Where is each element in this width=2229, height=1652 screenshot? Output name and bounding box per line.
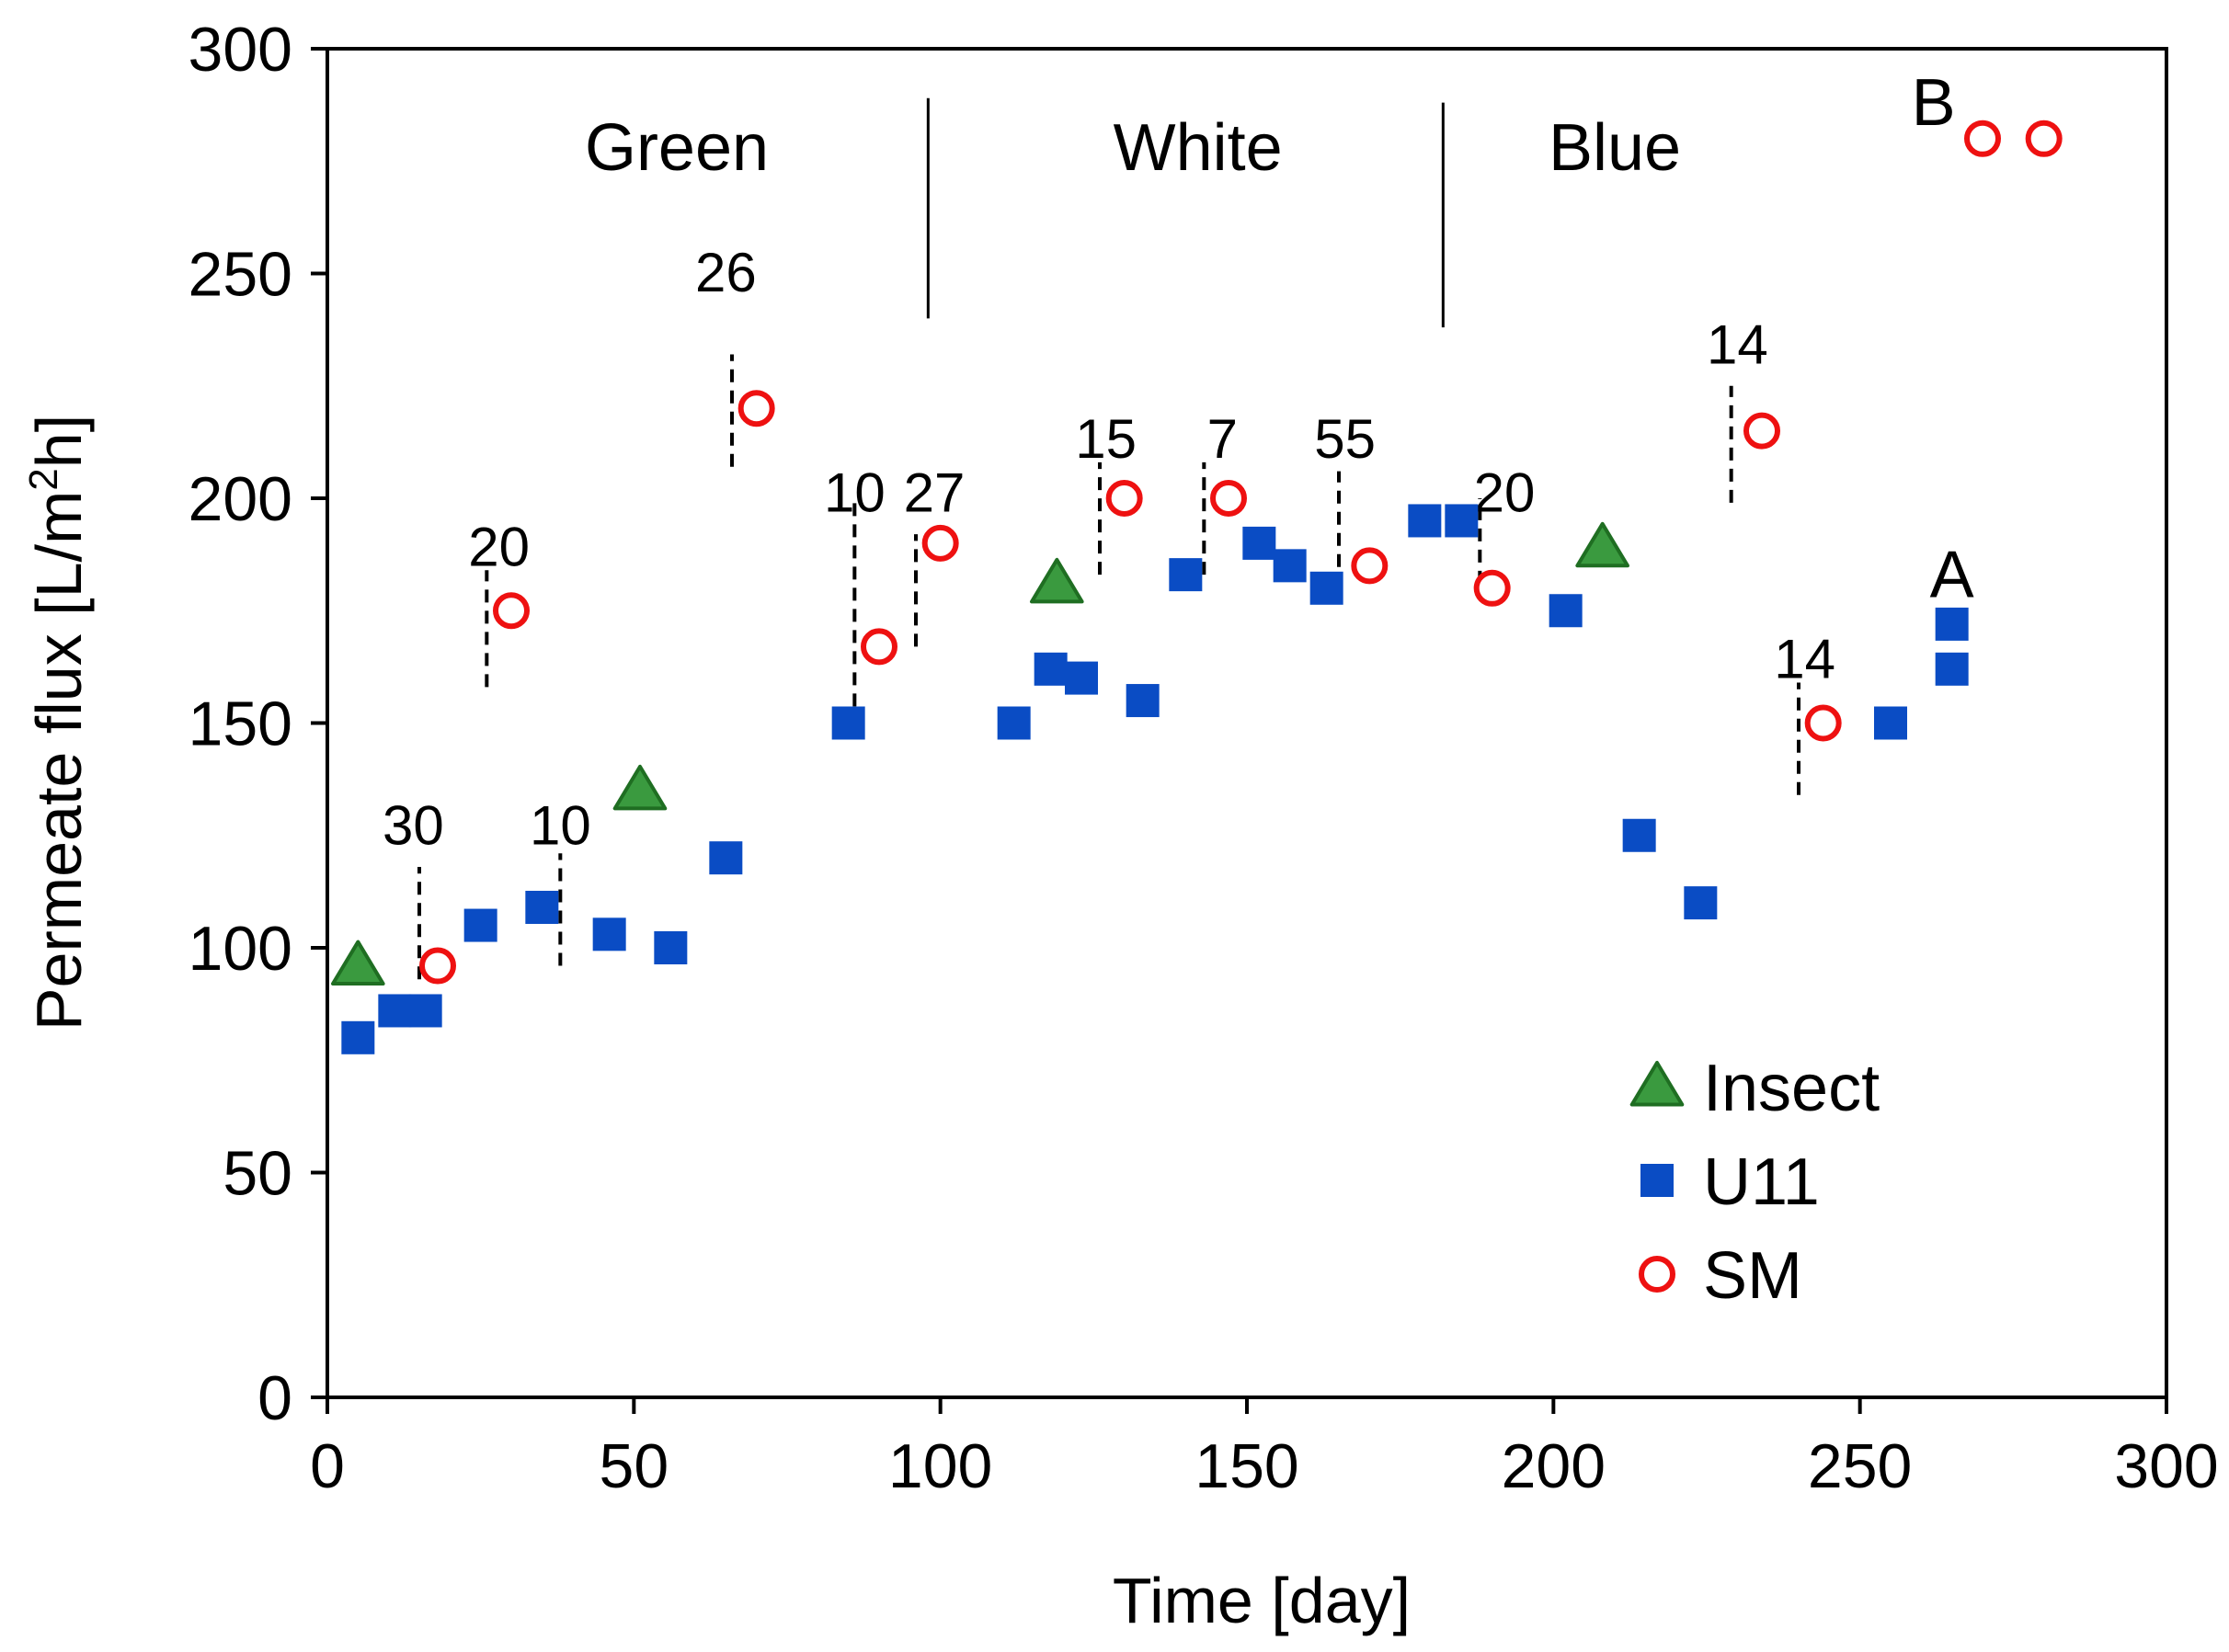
u11-point [1242,526,1276,560]
u11-point [1273,549,1307,583]
annotation-label: 20 [468,516,530,577]
x-tick-label: 150 [1195,1431,1298,1501]
y-tick-label: 250 [189,240,292,310]
legend-marker-insect [1629,1061,1685,1107]
annotation-label: 30 [383,795,444,857]
x-tick-label: 0 [310,1431,345,1501]
sm-point [1804,704,1842,742]
sm-point [921,524,959,562]
y-tick-label: 100 [189,914,292,984]
sm-point [1105,480,1143,517]
sm-point [2025,120,2063,157]
u11-point [341,1020,375,1054]
u11-point [1408,504,1442,538]
u11-point [1622,818,1656,852]
u11-point [1684,886,1718,920]
annotation-label: 10 [530,795,591,857]
annotation-label: 14 [1774,629,1835,690]
series-u11 [341,504,1969,1054]
annotation-label: 7 [1207,408,1238,470]
sm-point [493,592,530,630]
x-tick-label: 50 [600,1431,669,1501]
insect-point [612,764,668,811]
annotation-label: 10 [824,462,886,524]
u11-point [997,706,1031,740]
insect-point [1575,521,1629,568]
legend-marker-sm [1639,1256,1675,1293]
x-tick-label: 300 [2114,1431,2218,1501]
u11-point [709,841,743,875]
x-tick-label: 100 [888,1431,992,1501]
y-tick-label: 0 [257,1363,292,1433]
y-tick-label: 150 [189,689,292,759]
u11-point [1445,504,1479,538]
u11-point [1126,684,1160,718]
legend-label-sm: SM [1703,1239,1802,1313]
u11-point [463,908,497,942]
sm-point [737,390,775,427]
y-axis-title-superscript: 2 [21,468,66,490]
u11-point [378,994,412,1028]
u11-point [1034,652,1068,686]
point-label: A [1930,539,1974,612]
y-tick-label: 300 [189,15,292,85]
x-tick-label: 200 [1502,1431,1606,1501]
annotation-label: 20 [1474,462,1536,524]
u11-point [1874,706,1907,740]
phase-dividers [926,97,1445,328]
u11-point [831,706,865,740]
sm-point [1743,412,1780,450]
legend: Insect U11 SM [1629,1052,1880,1313]
y-tick-label: 50 [223,1139,292,1209]
u11-point [1065,661,1098,695]
y-axis-title: Permeate flux [L/m2h] [21,415,95,1031]
u11-point [1169,558,1203,592]
u11-point [654,931,688,964]
legend-label-u11: U11 [1703,1145,1820,1219]
u11-point [1549,594,1583,628]
y-axis-title-end: h] [23,415,95,468]
y-tick-label: 200 [189,464,292,534]
phase-label-green: Green [585,111,769,185]
sm-point [1964,120,2001,157]
x-axis-title: Time [day] [1113,1565,1411,1636]
legend-marker-u11 [1640,1164,1674,1197]
text-labels: Green White Blue A B [585,66,1974,611]
sm-point [1210,480,1247,517]
sm-point [1351,547,1389,585]
insect-point [1030,557,1084,604]
u11-point [1309,571,1343,605]
u11-point [1935,607,1969,641]
series-insect [331,521,1629,986]
series-sm [419,120,2063,985]
u11-point [592,917,626,951]
y-axis-title-main: Permeate flux [L/m [23,491,95,1031]
phase-label-blue: Blue [1549,111,1681,185]
x-tick-label: 250 [1808,1431,1912,1501]
sm-point [419,947,456,985]
annotation-label: 14 [1707,313,1768,375]
annotation-label: 15 [1075,408,1137,470]
point-label: B [1912,66,1956,140]
axes: 0 50 100 150 200 250 300 0 50 100 150 200 250 300 [189,15,2219,1501]
phase-label-white: White [1114,111,1283,185]
sm-point [861,628,897,666]
annotations: 30 10 20 26 10 27 15 7 55 20 14 14 [383,242,1835,980]
annotation-label: 27 [904,462,966,524]
data-series [331,120,2063,1054]
u11-point [525,890,559,924]
annotation-label: 26 [695,242,757,303]
legend-label-insect: Insect [1703,1052,1880,1125]
sm-point [1473,569,1511,607]
u11-point [408,994,442,1028]
u11-point [1935,652,1969,686]
annotation-label: 55 [1314,408,1376,470]
insect-point [331,940,385,986]
